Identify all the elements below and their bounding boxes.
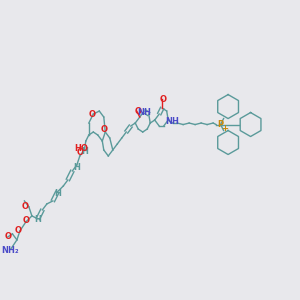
Text: O: O [100,124,107,134]
Text: O: O [22,216,29,225]
Text: O: O [88,110,95,118]
Text: O: O [15,226,22,236]
Text: O: O [22,202,28,211]
Text: NH₂: NH₂ [2,246,19,255]
Text: H: H [74,164,80,172]
Text: H: H [81,147,88,156]
Text: HO: HO [74,144,88,153]
Text: H: H [54,189,61,198]
Text: +: + [221,124,228,133]
Text: O: O [159,94,166,103]
Text: NH: NH [137,108,151,117]
Text: O: O [135,106,142,116]
Text: O: O [76,148,83,158]
Text: P: P [218,120,224,129]
Text: NH: NH [166,117,180,126]
Text: O: O [4,232,11,242]
Text: H: H [34,215,41,224]
